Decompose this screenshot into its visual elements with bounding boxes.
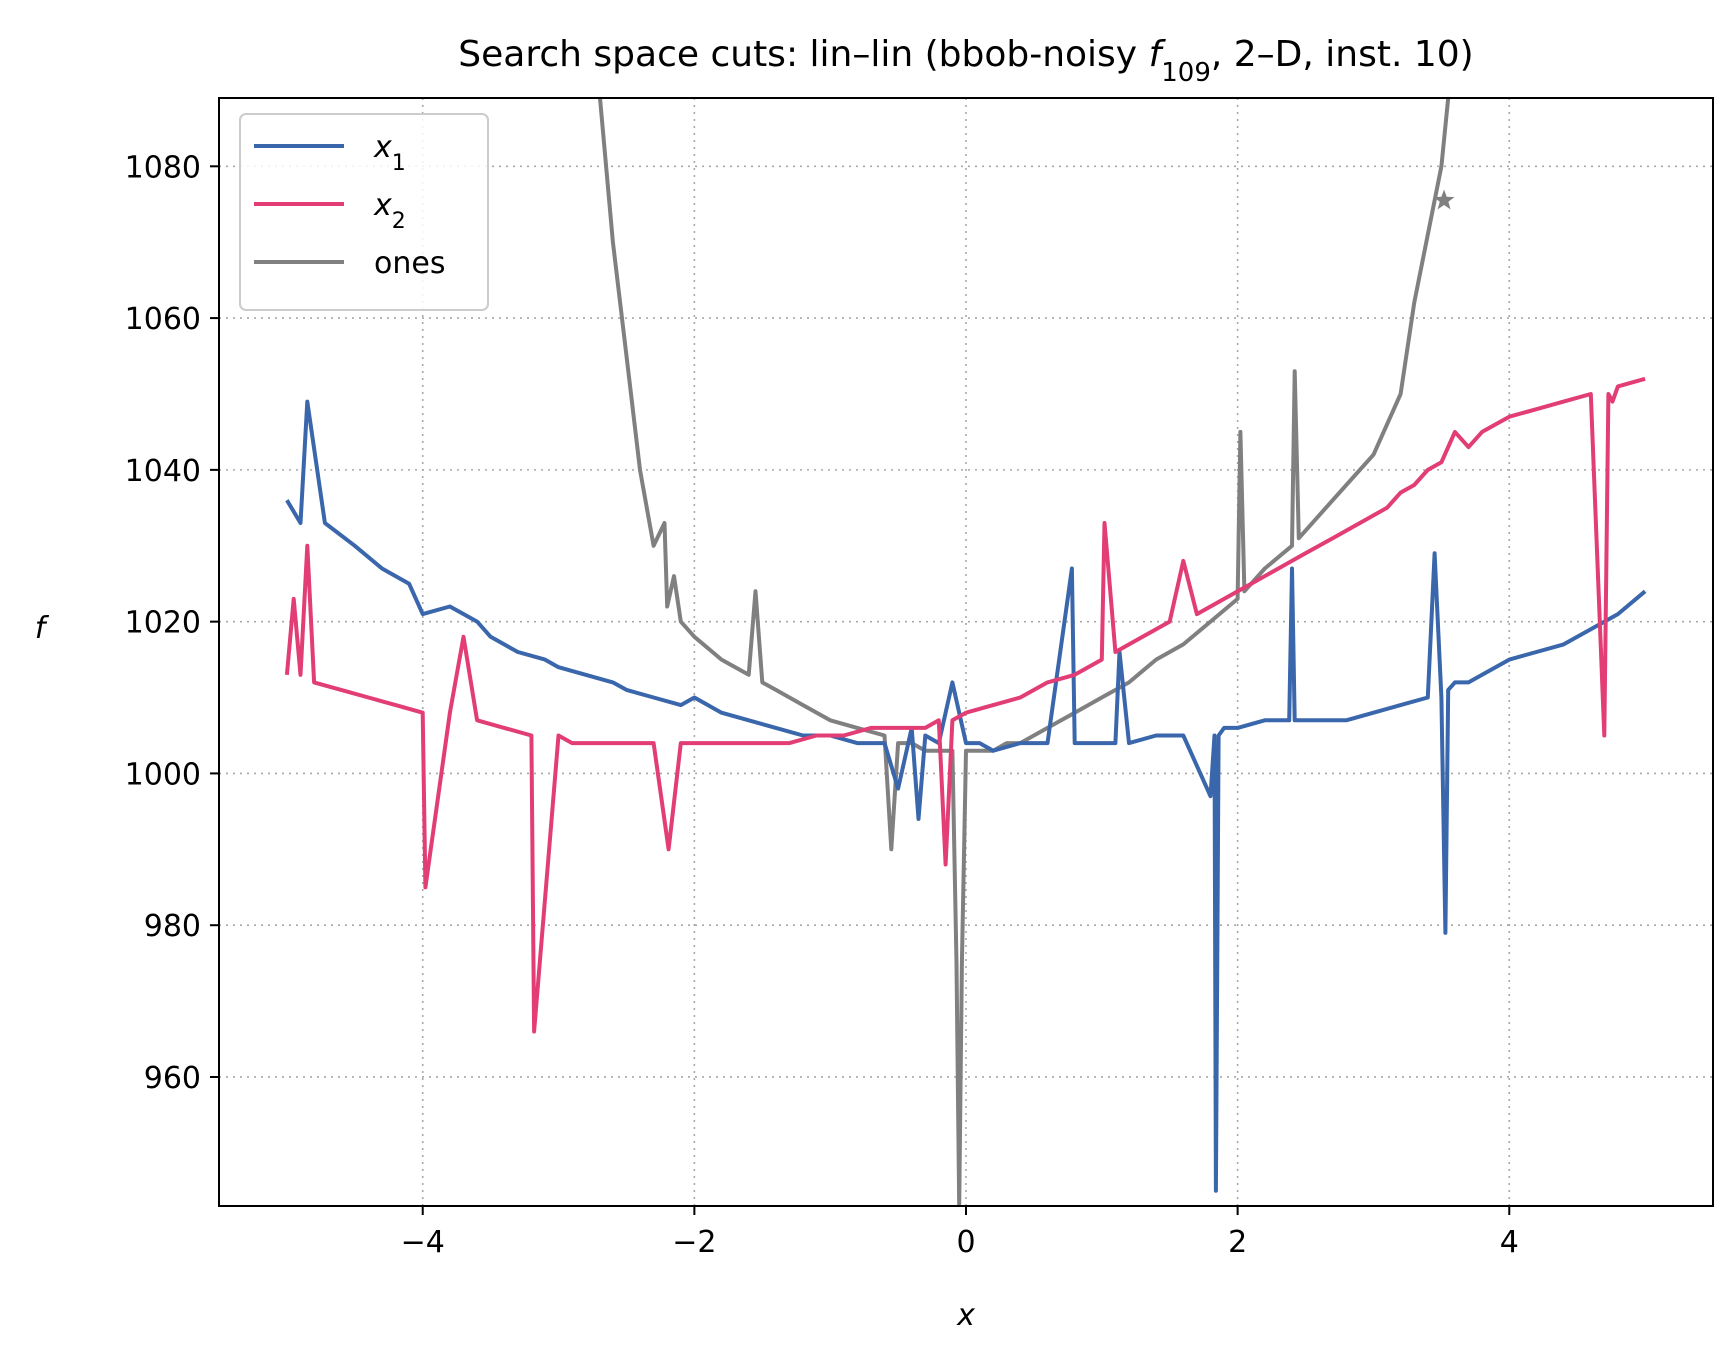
y-tick-label: 1080 <box>125 150 201 185</box>
y-tick-label: 960 <box>144 1061 201 1096</box>
series-line-ones <box>597 98 1451 1206</box>
x-tick-label: 0 <box>956 1225 975 1260</box>
legend-label-x1: x1 <box>373 130 406 176</box>
chart-title: Search space cuts: lin–lin (bbob-noisy f… <box>458 34 1473 88</box>
grid <box>219 98 1713 1206</box>
legend: x1 x2 ones <box>239 113 489 311</box>
x-axis-label: x <box>956 1298 975 1333</box>
x-axis: −4 −2 0 2 4 <box>401 1206 1519 1260</box>
y-axis: 960 980 1000 1020 1040 1060 1080 <box>125 150 219 1096</box>
x-tick-label: −2 <box>672 1225 716 1260</box>
x-tick-label: 4 <box>1500 1225 1519 1260</box>
star-marker <box>1433 189 1455 210</box>
series-line-x2 <box>284 376 1646 1034</box>
y-tick-label: 1040 <box>125 454 201 489</box>
y-tick-label: 1060 <box>125 302 201 337</box>
legend-label-ones: ones <box>374 246 445 281</box>
legend-box <box>239 113 489 311</box>
x-tick-label: 2 <box>1228 1225 1247 1260</box>
y-tick-label: 980 <box>144 909 201 944</box>
x-tick-label: −4 <box>401 1225 445 1260</box>
y-axis-label: f <box>35 611 50 646</box>
marker-layer <box>1433 189 1455 210</box>
y-tick-label: 1020 <box>125 606 201 641</box>
y-tick-label: 1000 <box>125 757 201 792</box>
series-layer <box>284 98 1647 1206</box>
legend-label-x2: x2 <box>373 188 406 234</box>
series-line-x1 <box>285 399 1647 1193</box>
